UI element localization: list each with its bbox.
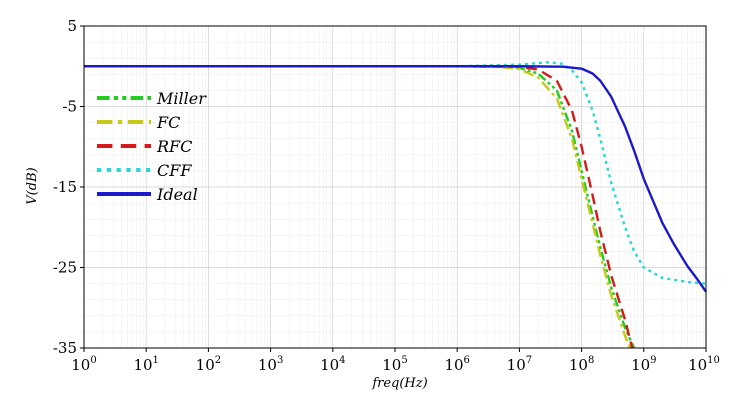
y-tick-label: -35	[53, 339, 77, 357]
x-tick-label: 107	[507, 355, 532, 374]
x-axis-title: freq(Hz)	[371, 376, 427, 391]
x-tick-label: 100	[71, 355, 96, 374]
x-tick-label: 106	[444, 355, 469, 374]
y-tick-label: -25	[53, 259, 77, 277]
x-tick-label: 103	[258, 355, 283, 374]
series-line-fc	[84, 65, 632, 349]
y-tick-label: -5	[62, 98, 77, 116]
legend-label-rfc: RFC	[156, 137, 192, 156]
y-axis-ticks: 5 -5 -15 -25 -35	[53, 17, 84, 357]
y-tick-label: 5	[67, 17, 77, 35]
x-tick-label: 104	[320, 355, 345, 374]
series-line-cff	[84, 61, 707, 285]
legend-label-miller: Miller	[156, 89, 207, 108]
x-tick-label: 101	[133, 355, 158, 374]
x-tick-label: 102	[196, 355, 221, 374]
y-tick-label: -15	[53, 178, 77, 196]
series-layer	[84, 61, 707, 349]
x-axis-ticks: 100 101 102 103 104 105 106 107 108 109 1010	[71, 348, 720, 374]
legend-label-cff: CFF	[157, 161, 192, 180]
x-tick-label: 1010	[688, 355, 720, 374]
x-tick-label: 109	[631, 355, 656, 374]
x-tick-label: 108	[569, 355, 594, 374]
series-line-rfc	[84, 65, 634, 349]
legend-label-ideal: Ideal	[156, 185, 198, 204]
y-axis-title: V(dB)	[25, 167, 40, 204]
series-line-ideal	[84, 65, 707, 293]
legend-label-fc: FC	[156, 113, 180, 132]
grid	[83, 25, 707, 349]
legend: Miller FC RFC CFF Ideal	[97, 89, 207, 204]
x-tick-label: 105	[382, 355, 407, 374]
series-line-miller	[84, 65, 636, 349]
